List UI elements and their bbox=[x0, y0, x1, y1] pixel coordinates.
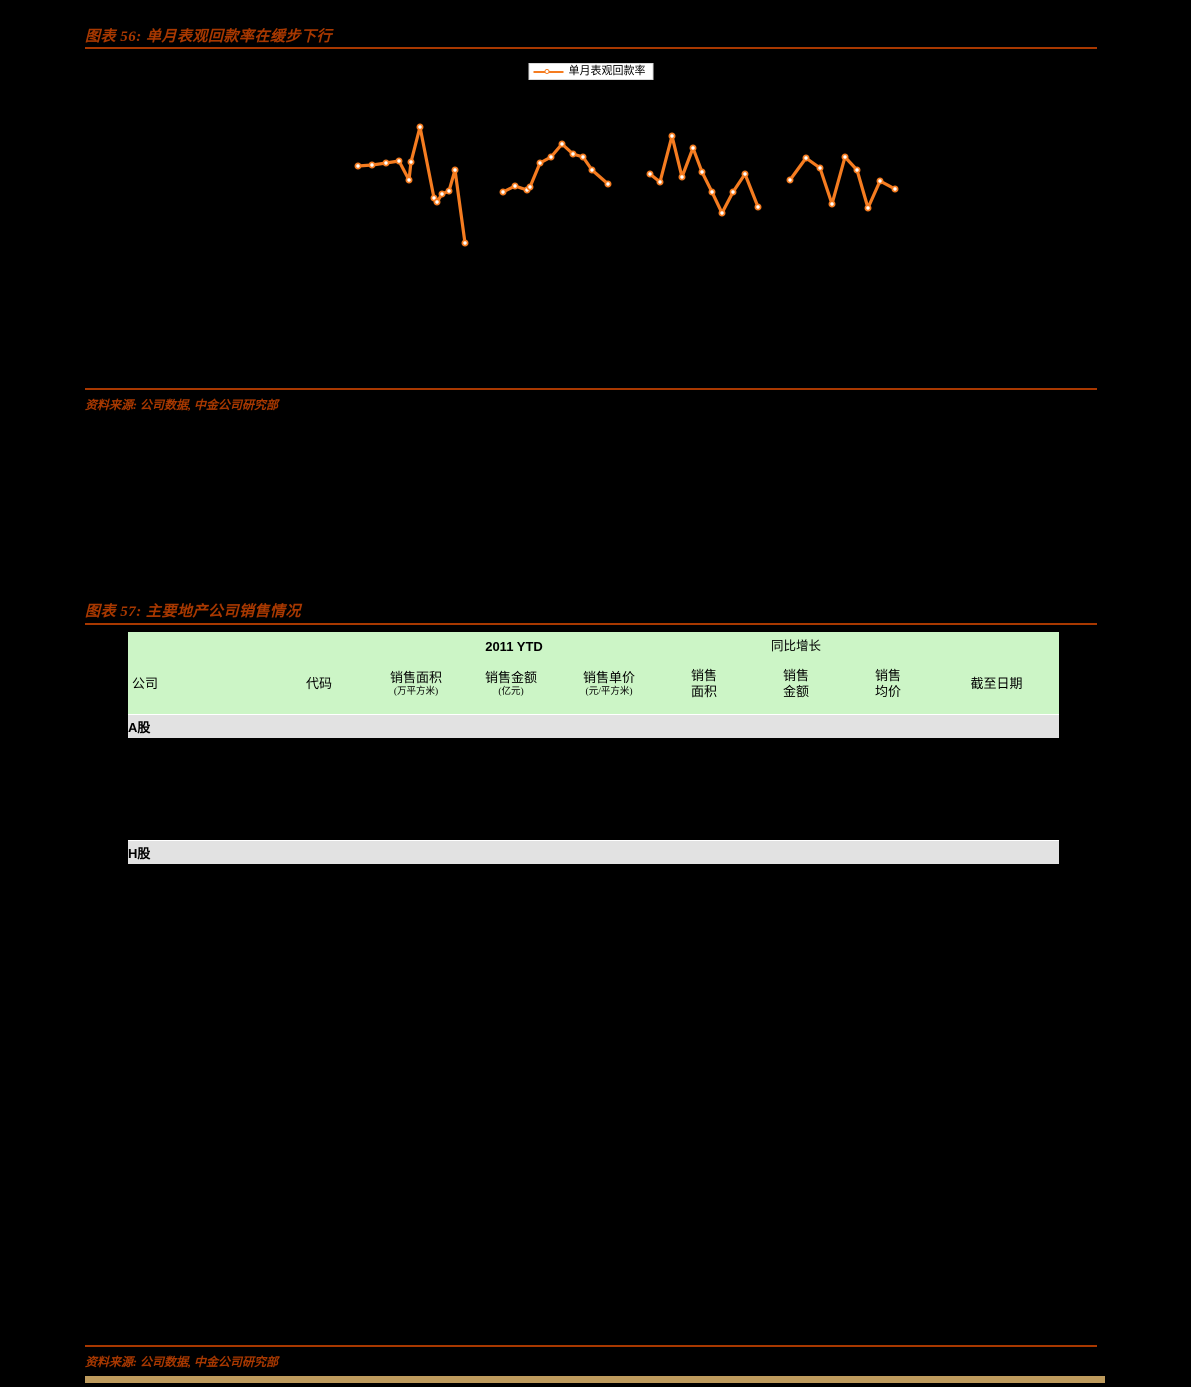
column-header-code-label: 代码 bbox=[305, 675, 332, 691]
chart-data-point bbox=[382, 159, 390, 167]
chart-data-point bbox=[499, 188, 507, 196]
chart-data-point bbox=[354, 162, 362, 170]
figure-57-top-rule bbox=[85, 623, 1097, 625]
group-header-yoy: 同比增长 bbox=[771, 639, 822, 653]
chart-data-point bbox=[828, 200, 836, 208]
chart-data-point bbox=[536, 159, 544, 167]
chart-data-point bbox=[802, 154, 810, 162]
section-row-h-shares: H股 bbox=[128, 840, 1060, 864]
figure-57-source: 资料来源: 公司数据, 中金公司研究部 bbox=[85, 1355, 278, 1369]
section-row-a-shares: A股 bbox=[128, 714, 1060, 738]
line-chart-plot bbox=[354, 123, 899, 247]
column-header-yoy-value-l2: 金额 bbox=[783, 684, 810, 699]
section-a-shares-empty bbox=[128, 738, 1059, 841]
figure-57-caption: 图表 57: 主要地产公司销售情况 bbox=[85, 604, 301, 620]
column-header-sales-area-label: 销售面积 bbox=[389, 669, 442, 685]
column-header-unit-price-unit: (元/平方米) bbox=[585, 686, 633, 697]
figure-56-source: 资料来源: 公司数据, 中金公司研究部 bbox=[85, 398, 278, 412]
group-header-spacer-company bbox=[128, 632, 268, 654]
figure-56-chart: 单月表观回款率 bbox=[85, 55, 1097, 385]
column-header-yoy-price: 销售 均价 bbox=[842, 654, 934, 715]
column-header-yoy-value-l1: 销售 bbox=[783, 667, 810, 683]
chart-data-point bbox=[526, 183, 534, 191]
chart-data-point bbox=[786, 176, 794, 184]
chart-data-point bbox=[708, 188, 716, 196]
column-header-as-of-date: 截至日期 bbox=[934, 654, 1059, 715]
column-header-as-of-date-label: 截至日期 bbox=[970, 675, 1023, 691]
chart-data-point bbox=[405, 176, 413, 184]
page-footer-bar bbox=[85, 1376, 1105, 1383]
column-header-sales-value: 销售金额 (亿元) bbox=[462, 654, 560, 715]
sales-table: 2011 YTD 同比增长 公司 代码 销售面积 (万平方米) bbox=[128, 632, 1060, 864]
chart-data-point bbox=[579, 153, 587, 161]
chart-data-point bbox=[433, 198, 441, 206]
sales-table-wrapper: 2011 YTD 同比增长 公司 代码 销售面积 (万平方米) bbox=[128, 632, 1060, 864]
chart-data-point bbox=[718, 209, 726, 217]
column-header-yoy-area-l1: 销售 bbox=[691, 667, 718, 683]
sales-table-body: A股 H股 bbox=[128, 714, 1060, 864]
chart-data-point bbox=[668, 132, 676, 140]
table-group-header-row: 2011 YTD 同比增长 bbox=[128, 632, 1060, 654]
figure-56-caption: 图表 56: 单月表观回款率在缓步下行 bbox=[85, 29, 332, 45]
chart-data-point bbox=[547, 153, 555, 161]
column-header-yoy-area-l2: 面积 bbox=[691, 684, 718, 699]
chart-data-point bbox=[368, 161, 376, 169]
chart-data-point bbox=[841, 153, 849, 161]
column-header-code: 代码 bbox=[268, 654, 370, 715]
column-header-sales-area: 销售面积 (万平方米) bbox=[370, 654, 462, 715]
chart-data-point bbox=[558, 140, 566, 148]
group-header-ytd: 2011 YTD bbox=[485, 639, 543, 654]
column-header-unit-price-label: 销售单价 bbox=[583, 669, 636, 685]
column-header-sales-area-unit: (万平方米) bbox=[393, 686, 439, 697]
column-header-sales-value-unit: (亿元) bbox=[498, 686, 524, 697]
legend-label: 单月表观回款率 bbox=[568, 65, 646, 77]
chart-data-point bbox=[741, 170, 749, 178]
chart-data-point bbox=[698, 168, 706, 176]
chart-data-point bbox=[451, 166, 459, 174]
chart-data-point bbox=[891, 185, 899, 193]
chart-data-point bbox=[395, 157, 403, 165]
chart-data-point bbox=[816, 164, 824, 172]
column-header-company: 公司 bbox=[128, 654, 268, 715]
chart-data-point bbox=[864, 204, 872, 212]
chart-data-point bbox=[853, 166, 861, 174]
chart-data-point bbox=[646, 170, 654, 178]
chart-data-point bbox=[754, 203, 762, 211]
chart-legend: 单月表观回款率 bbox=[528, 63, 654, 80]
legend-line-marker-icon bbox=[533, 67, 564, 77]
figure-57-bottom-rule bbox=[85, 1345, 1097, 1347]
chart-data-point bbox=[604, 180, 612, 188]
chart-data-point bbox=[407, 158, 415, 166]
group-header-spacer-code bbox=[268, 632, 370, 654]
figure-56-bottom-rule bbox=[85, 388, 1097, 390]
column-header-yoy-price-l1: 销售 bbox=[875, 667, 902, 683]
section-a-shares-body bbox=[128, 738, 1059, 841]
section-row-h-shares-label: H股 bbox=[128, 840, 1060, 864]
section-row-a-shares-label: A股 bbox=[128, 714, 1060, 738]
chart-data-point bbox=[689, 144, 697, 152]
figure-56-top-rule bbox=[85, 47, 1097, 49]
chart-data-point bbox=[438, 190, 446, 198]
table-column-header-row: 公司 代码 销售面积 (万平方米) 销售金额 (亿元) 销售单价 bbox=[128, 654, 1060, 715]
column-header-unit-price: 销售单价 (元/平方米) bbox=[560, 654, 658, 715]
column-header-yoy-price-l2: 均价 bbox=[875, 684, 902, 699]
column-header-company-label: 公司 bbox=[132, 675, 159, 691]
chart-data-point bbox=[729, 188, 737, 196]
chart-data-point bbox=[445, 187, 453, 195]
chart-data-point bbox=[876, 177, 884, 185]
chart-line-1 bbox=[356, 125, 467, 245]
chart-data-point bbox=[416, 123, 424, 131]
chart-data-point bbox=[569, 150, 577, 158]
chart-data-point bbox=[656, 178, 664, 186]
chart-data-point bbox=[678, 173, 686, 181]
group-header-spacer-date bbox=[934, 632, 1059, 654]
column-header-yoy-area: 销售 面积 bbox=[658, 654, 750, 715]
column-header-yoy-value: 销售 金额 bbox=[750, 654, 842, 715]
chart-data-point bbox=[588, 166, 596, 174]
chart-data-point bbox=[511, 182, 519, 190]
chart-data-point bbox=[461, 239, 469, 247]
column-header-sales-value-label: 销售金额 bbox=[484, 669, 537, 685]
